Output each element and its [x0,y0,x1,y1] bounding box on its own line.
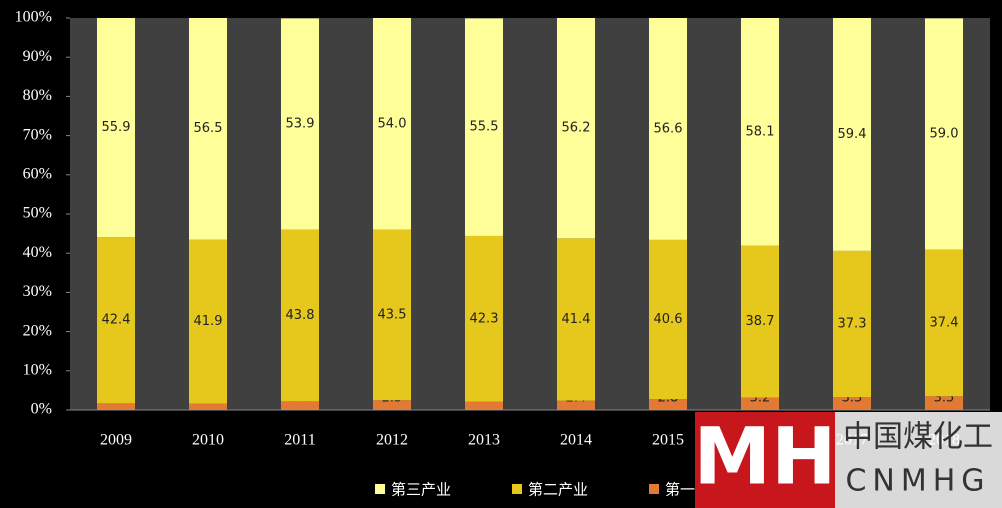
x-tick-label: 2012 [376,432,408,449]
bar-segment [189,403,227,410]
data-label: 41.9 [194,314,223,329]
data-label: 59.0 [930,127,959,142]
data-label: 42.3 [470,311,499,326]
legend-swatch [512,484,522,494]
y-tick-label: 10% [23,361,52,378]
x-tick-label: 2011 [284,432,315,449]
bar-segment [97,403,135,410]
y-tick-label: 0% [31,401,52,418]
bar-segment [925,396,963,410]
legend-swatch [375,484,385,494]
y-tick-label: 70% [23,126,52,143]
x-tick-label: 2009 [100,432,132,449]
watermark-text-bg [835,412,1002,508]
bar-segment [373,400,411,410]
y-tick-label: 90% [23,48,52,65]
bar-segment [97,237,135,404]
y-tick-label: 20% [23,322,52,339]
bar-segment [833,18,871,251]
data-label: 43.8 [286,308,315,323]
bar-segment [373,229,411,401]
y-tick-label: 100% [15,9,52,26]
legend-label: 第二产业 [528,481,588,499]
bar-segment [925,249,963,397]
data-label: 41.4 [562,312,591,327]
data-label: 40.6 [654,312,683,327]
bar-segment [649,399,687,410]
y-tick-label: 80% [23,87,52,104]
bar-segment [557,400,595,410]
bar-segment [281,401,319,410]
bar-segment [741,245,779,398]
x-tick-label: 2014 [560,432,592,449]
data-label: 56.5 [194,121,223,136]
bar-segment [465,401,503,410]
bar-segment [833,397,871,410]
bar-segment [741,18,779,246]
bar-segment [925,18,963,250]
bar-segment [373,18,411,230]
x-tick-label: 2010 [192,432,224,449]
data-label: 56.2 [562,121,591,136]
y-tick-label: 60% [23,165,52,182]
data-label: 56.6 [654,121,683,136]
y-tick-label: 40% [23,244,52,261]
data-label: 43.5 [378,307,407,322]
data-label: 54.0 [378,116,407,131]
bar-segment [649,239,687,400]
bar-segment [281,18,319,230]
watermark-title: 中国煤化工 [843,420,993,455]
data-label: 55.9 [102,120,131,135]
bar-segment [557,18,595,239]
data-label: 58.1 [746,124,775,139]
bar-segment [189,18,227,240]
data-label: 59.4 [838,127,867,142]
bar-segment [97,18,135,238]
data-label: 55.5 [470,120,499,135]
bar-segment [189,239,227,404]
data-label: 37.4 [930,315,959,330]
bar-segment [741,397,779,410]
watermark-logo: MH [694,412,837,502]
bar-segment [649,18,687,240]
watermark-logo-bg [695,412,835,508]
bar-segment [465,18,503,236]
data-label: 37.3 [838,316,867,331]
bar-segment [833,250,871,398]
data-label: 53.9 [286,117,315,132]
bar-segment [281,229,319,402]
data-label: 38.7 [746,314,775,329]
bar-segment [465,235,503,402]
x-tick-label: 2015 [652,432,684,449]
data-label: 42.4 [102,313,131,328]
bar-segment [557,238,595,401]
y-tick-label: 30% [23,283,52,300]
watermark-subtitle: CNMHG [845,464,990,499]
legend-label: 第三产业 [391,481,451,499]
y-tick-label: 50% [23,205,52,222]
legend-swatch [649,484,659,494]
x-tick-label: 2013 [468,432,500,449]
